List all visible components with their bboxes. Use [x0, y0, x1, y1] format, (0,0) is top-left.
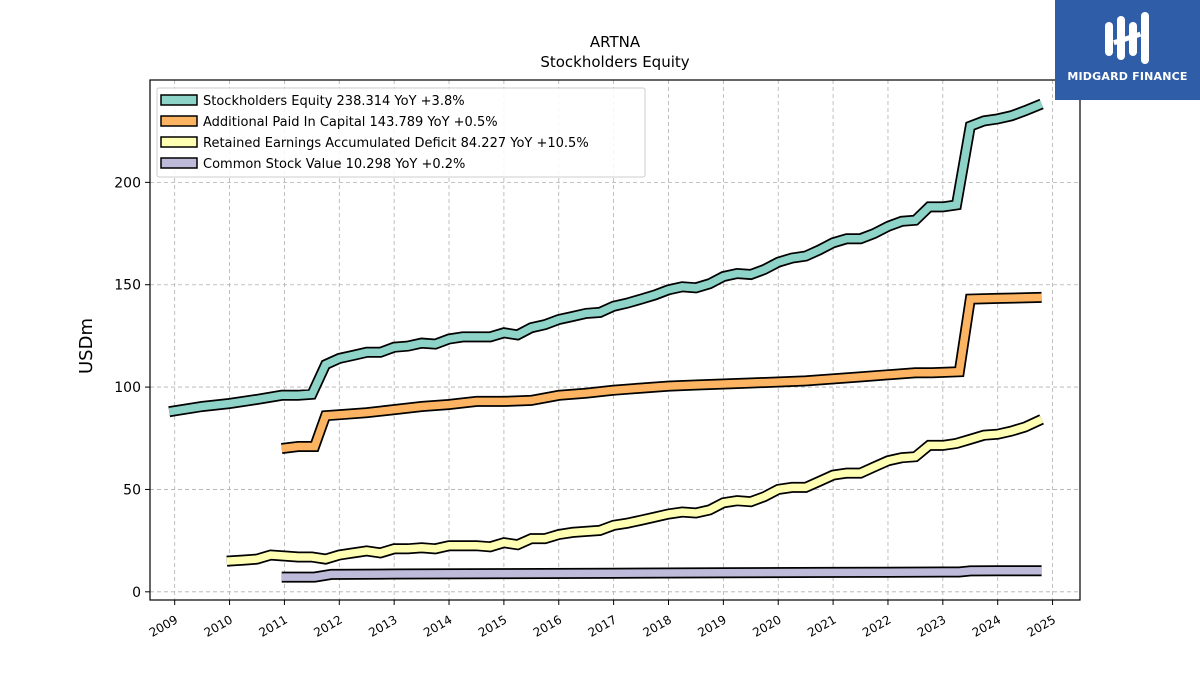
- midgard-finance-logo: MIDGARD FINANCE: [1055, 0, 1200, 100]
- legend-entry: Retained Earnings Accumulated Deficit 84…: [203, 136, 589, 151]
- series-outline-2: [226, 414, 1044, 567]
- x-tick-label: 2018: [641, 612, 674, 639]
- series-layer: [168, 98, 1044, 583]
- legend-swatch: [160, 136, 198, 148]
- x-tick-label: 2024: [970, 612, 1003, 639]
- x-tick-label: 2020: [750, 612, 783, 639]
- y-axis-label: USDm: [76, 318, 97, 374]
- x-tick-label: 2011: [256, 612, 289, 639]
- x-tick-label: 2010: [202, 612, 235, 639]
- legend-swatch: [160, 115, 198, 127]
- x-tick-label: 2014: [421, 612, 454, 639]
- midgard-logo-icon: [1105, 12, 1149, 64]
- series-line-2: [226, 415, 1044, 565]
- x-tick-label: 2009: [147, 612, 180, 639]
- chart-subtitle: Stockholders Equity: [540, 53, 689, 71]
- x-tick-label: 2022: [860, 612, 893, 639]
- chart-title: ARTNA: [590, 33, 641, 51]
- legend-entry: Stockholders Equity 238.314 YoY +3.8%: [203, 94, 465, 109]
- series-line-1: [281, 293, 1042, 453]
- x-tick-label: 2012: [311, 612, 344, 639]
- legend-swatch: [160, 94, 198, 106]
- legend-entry: Additional Paid In Capital 143.789 YoY +…: [203, 115, 498, 130]
- series-line-0: [168, 100, 1044, 416]
- x-tick-label: 2013: [366, 612, 399, 639]
- legend-box: [156, 87, 646, 178]
- y-tick-label: 150: [114, 278, 141, 294]
- y-tick-label: 0: [132, 585, 141, 601]
- x-tick-label: 2016: [531, 612, 564, 639]
- legend: Stockholders Equity 238.314 YoY +3.8% Add…: [156, 87, 646, 178]
- x-tick-label: 2025: [1025, 612, 1058, 639]
- x-tick-label: 2021: [805, 612, 838, 639]
- y-tick-label: 200: [114, 175, 141, 191]
- legend-swatch: [160, 157, 198, 169]
- logo-text: MIDGARD FINANCE: [1067, 70, 1188, 83]
- x-tick-label: 2017: [586, 612, 619, 639]
- x-tick-label: 2019: [695, 612, 728, 639]
- x-tick-label: 2023: [915, 612, 948, 639]
- y-tick-label: 100: [114, 380, 141, 396]
- axes-frame: [149, 79, 1081, 601]
- series-line-3: [281, 566, 1042, 581]
- y-tick-label: 50: [123, 482, 141, 498]
- legend-entry: Common Stock Value 10.298 YoY +0.2%: [203, 157, 465, 172]
- x-tick-label: 2015: [476, 612, 509, 639]
